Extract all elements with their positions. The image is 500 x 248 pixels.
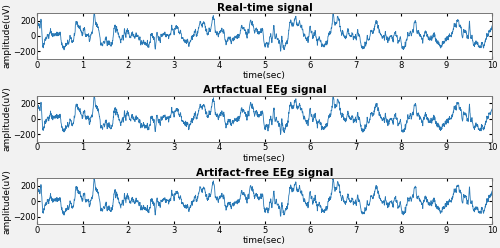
Title: Artfactual EEg signal: Artfactual EEg signal [203, 86, 326, 95]
Y-axis label: amplitude(uV): amplitude(uV) [3, 169, 12, 234]
Y-axis label: amplitude(uV): amplitude(uV) [3, 3, 12, 68]
Title: Real-time signal: Real-time signal [217, 3, 312, 13]
Title: Artifact-free EEg signal: Artifact-free EEg signal [196, 168, 334, 178]
X-axis label: time(sec): time(sec) [243, 154, 286, 162]
Y-axis label: amplitude(uV): amplitude(uV) [3, 86, 12, 151]
X-axis label: time(sec): time(sec) [243, 71, 286, 80]
X-axis label: time(sec): time(sec) [243, 236, 286, 245]
